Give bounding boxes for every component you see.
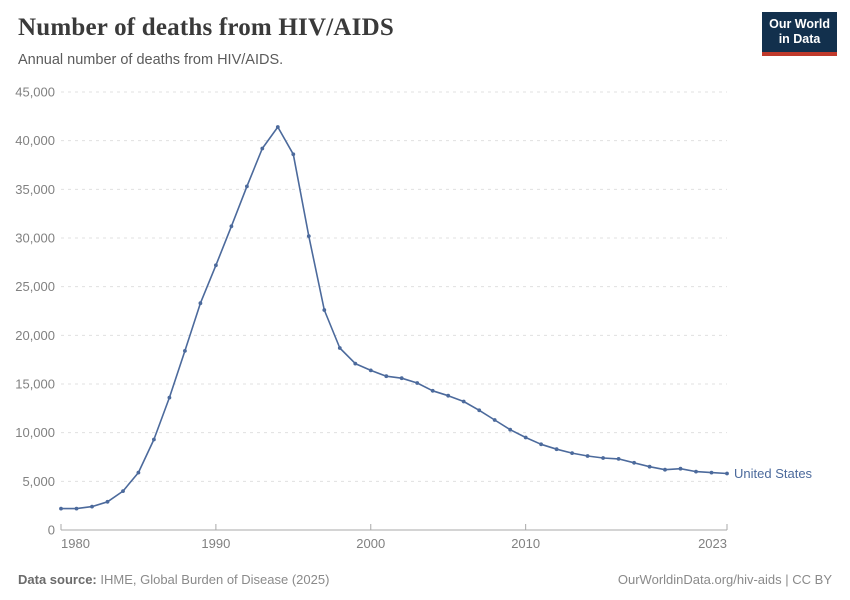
data-point[interactable] [694,469,698,474]
data-point[interactable] [508,427,513,432]
y-tick-label: 0 [48,523,55,538]
data-point[interactable] [105,499,110,504]
owid-logo-line1: Our World [769,17,830,31]
y-tick-label: 35,000 [15,182,55,197]
x-tick-label: 1990 [201,536,230,551]
data-point[interactable] [306,234,311,239]
credit-link[interactable]: OurWorldinData.org/hiv-aids | CC BY [617,572,832,587]
data-point[interactable] [492,418,497,422]
data-point[interactable] [678,466,683,471]
data-point[interactable] [353,361,358,366]
x-tick-label: 2010 [511,536,540,551]
data-point[interactable] [570,451,574,455]
y-tick-label: 20,000 [15,328,55,343]
y-tick-label: 25,000 [15,279,55,294]
data-point[interactable] [136,470,141,475]
data-point[interactable] [260,146,265,151]
y-tick-label: 5,000 [22,474,55,489]
series-end-label[interactable]: United States [734,466,813,481]
data-point[interactable] [322,308,327,312]
data-source-value: IHME, Global Burden of Disease (2025) [100,572,330,587]
data-point[interactable] [632,460,636,465]
data-point[interactable] [245,184,249,189]
data-point[interactable] [446,393,451,398]
data-point[interactable] [585,454,590,458]
chart-subtitle: Annual number of deaths from HIV/AIDS. [18,52,284,68]
y-tick-label: 10,000 [15,425,55,440]
data-point[interactable] [74,506,79,511]
y-tick-label: 45,000 [15,85,55,100]
owid-logo[interactable]: Our World in Data [762,12,837,56]
data-point[interactable] [337,346,342,350]
data-point[interactable] [430,388,435,393]
data-point[interactable] [214,263,218,268]
owid-logo-line2: in Data [778,31,821,46]
data-point[interactable] [539,442,543,447]
y-tick-label: 30,000 [15,231,55,246]
data-point[interactable] [601,456,605,460]
data-point[interactable] [291,152,296,157]
data-point[interactable] [183,349,187,353]
data-point[interactable] [709,470,714,475]
data-point[interactable] [554,447,559,452]
data-point[interactable] [121,489,125,493]
data-point[interactable] [167,395,172,400]
data-point[interactable] [275,125,280,129]
data-point[interactable] [198,301,203,306]
data-point[interactable] [477,408,482,413]
x-tick-label: 2023 [698,536,727,551]
data-point[interactable] [229,224,234,229]
data-point[interactable] [384,374,389,379]
x-tick-label: 1980 [61,536,90,551]
data-point[interactable] [399,376,404,381]
page-title: Number of deaths from HIV/AIDS [18,14,394,41]
data-source: Data source: IHME, Global Burden of Dise… [18,572,329,587]
y-tick-label: 40,000 [15,133,55,148]
data-point[interactable] [59,506,63,511]
series-line[interactable] [60,126,728,510]
y-tick-label: 15,000 [15,377,55,392]
data-point[interactable] [663,467,667,472]
data-point[interactable] [415,381,420,385]
data-point[interactable] [461,399,466,404]
data-point[interactable] [152,437,156,442]
data-point[interactable] [523,435,528,440]
data-point[interactable] [725,471,729,476]
x-tick-label: 2000 [356,536,385,551]
data-source-label: Data source: [18,572,97,587]
data-point[interactable] [90,504,94,509]
data-point[interactable] [368,368,373,373]
data-point[interactable] [647,464,652,469]
data-point[interactable] [616,457,621,461]
